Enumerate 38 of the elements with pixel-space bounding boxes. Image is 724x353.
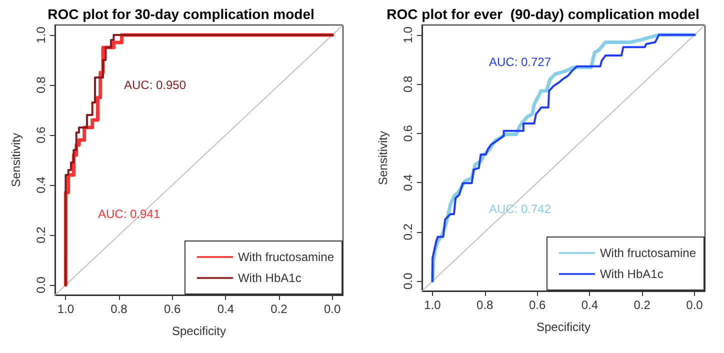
annotation: AUC: 0.950 [124, 78, 186, 92]
y-tick-label: 0.4 [401, 174, 415, 191]
y-tick-label: 0.8 [401, 75, 415, 92]
y-tick-label: 0.2 [34, 226, 48, 244]
x-tick-label: 0.2 [634, 298, 651, 312]
annotation: AUC: 0.941 [98, 207, 160, 221]
y-tick-label: 0.6 [401, 124, 415, 142]
x-axis-title: Specificity [536, 320, 591, 334]
y-axis-title: Sensitivity [9, 132, 23, 188]
y-tick-label: 1.0 [401, 26, 415, 44]
x-tick-label: 0.4 [581, 298, 598, 312]
y-tick-label: 0.2 [401, 223, 415, 240]
x-tick-label: 1.0 [424, 298, 442, 312]
y-tick-label: 0.4 [34, 176, 48, 194]
y-tick-label: 1.0 [34, 26, 48, 44]
chart-title: ROC plot for ever (90-day) complication model [386, 6, 700, 22]
y-axis-title: Sensitivity [376, 130, 390, 186]
annotation: AUC: 0.742 [489, 202, 552, 216]
x-tick-label: 0.0 [324, 302, 341, 316]
chart-title: ROC plot for 30-day complication model [48, 6, 314, 22]
x-tick-label: 0.4 [217, 302, 234, 316]
legend-label: With fructosamine [600, 246, 696, 260]
x-tick-label: 0.2 [270, 302, 288, 316]
x-tick-label: 1.0 [57, 302, 74, 316]
x-axis-title: Specificity [172, 324, 226, 338]
x-tick-label: 0.6 [528, 298, 546, 312]
legend-label: With HbA1c [600, 267, 664, 281]
y-tick-label: 0.6 [34, 126, 48, 144]
legend-label: With HbA1c [238, 271, 302, 285]
annotation: AUC: 0.727 [489, 55, 552, 69]
x-tick-label: 0.0 [686, 298, 704, 312]
x-tick-label: 0.8 [476, 298, 494, 312]
y-tick-label: 0.0 [34, 276, 48, 294]
x-tick-label: 0.8 [110, 302, 128, 316]
legend-label: With fructosamine [238, 250, 334, 264]
y-tick-label: 0.8 [34, 76, 48, 94]
y-tick-label: 0.0 [401, 272, 415, 290]
x-tick-label: 0.6 [164, 302, 181, 316]
